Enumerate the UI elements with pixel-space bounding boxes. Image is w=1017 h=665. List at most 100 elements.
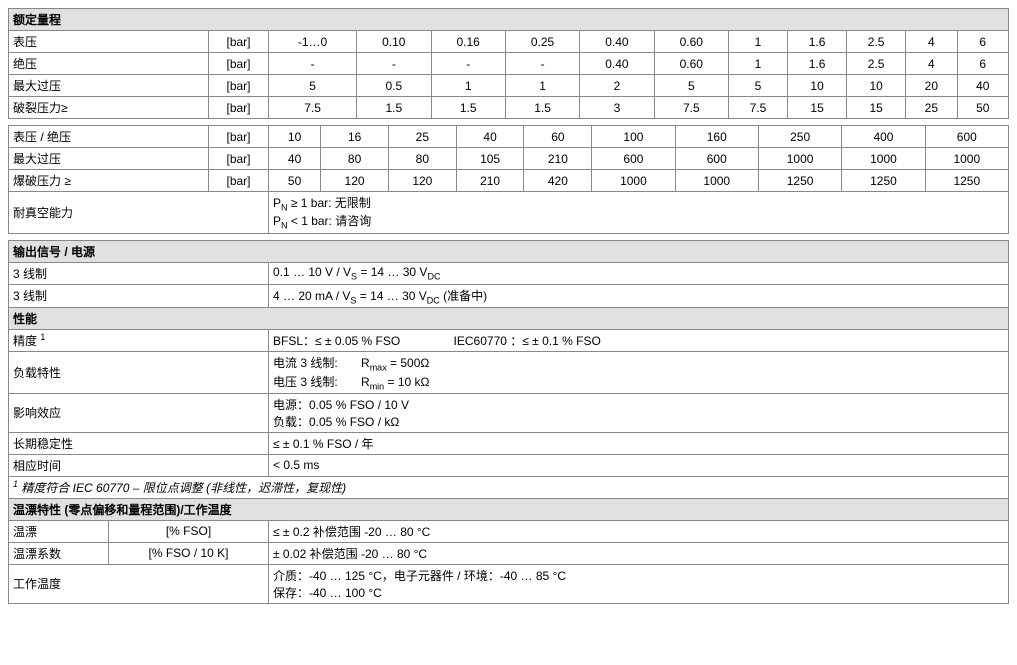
t1-r3-label: 最大过压: [9, 75, 209, 97]
perf-r1-val: BFSL：≤ ± 0.05 % FSO IEC60770 ：≤ ± 0.1 % …: [269, 330, 1009, 352]
drift-r3-val: 介质：-40 … 125 °C，电子元器件 / 环境：-40 … 85 °C 保…: [269, 564, 1009, 603]
perf-r1-label: 精度 1: [9, 330, 269, 352]
t1-r1-c8: 2.5: [847, 31, 906, 53]
t2-r3-c5: 1000: [592, 170, 675, 192]
t1-r3-c5: 5: [654, 75, 728, 97]
t1-r4-c8: 15: [847, 97, 906, 119]
t2-r2-c3: 105: [456, 148, 524, 170]
output-header: 输出信号 / 电源: [9, 240, 1009, 262]
drift-r1-val: ≤ ± 0.2 补偿范围 -20 … 80 °C: [269, 520, 1009, 542]
perf-r3-l1: 电源：0.05 % FSO / 10 V: [273, 396, 1004, 413]
perf-r5-label: 相应时间: [9, 454, 269, 476]
out-r2-label: 3 线制: [9, 284, 269, 307]
t2-r3-c7: 1250: [758, 170, 841, 192]
t1-r2-c3: -: [505, 53, 579, 75]
t1-r2-c1: -: [357, 53, 431, 75]
t1-r3-c2: 1: [431, 75, 505, 97]
t1-r3-c10: 40: [957, 75, 1008, 97]
perf-r2-val: 电流 3 线制: Rmax = 500Ω 电压 3 线制: Rmin = 10 …: [269, 352, 1009, 394]
t1-r2-c10: 6: [957, 53, 1008, 75]
t2-r1-c8: 400: [842, 126, 925, 148]
t2-r2-label: 最大过压: [9, 148, 209, 170]
t2-r2-c8: 1000: [842, 148, 925, 170]
t2-r1-c6: 160: [675, 126, 758, 148]
t2-r4-l1: PN ≥ 1 bar: 无限制: [273, 194, 1004, 212]
drift-r3-l1: 介质：-40 … 125 °C，电子元器件 / 环境：-40 … 85 °C: [273, 567, 1004, 584]
t2-r3-c0: 50: [269, 170, 321, 192]
t1-r2-c9: 4: [906, 53, 957, 75]
t2-r1-c7: 250: [758, 126, 841, 148]
t1-r4-c9: 25: [906, 97, 957, 119]
t1-r1-c9: 4: [906, 31, 957, 53]
t2-r2-unit: [bar]: [209, 148, 269, 170]
t2-r2-c1: 80: [321, 148, 389, 170]
t1-r3-unit: [bar]: [209, 75, 269, 97]
t2-r2-c4: 210: [524, 148, 592, 170]
perf-r4-label: 长期稳定性: [9, 432, 269, 454]
t2-r3-c2: 120: [388, 170, 456, 192]
t1-r1-c3: 0.25: [505, 31, 579, 53]
t1-r4-c0: 7.5: [269, 97, 357, 119]
perf-note: 1 精度符合 IEC 60770 – 限位点调整 (非线性，迟滞性，复现性): [9, 476, 1009, 498]
t2-r1-c1: 16: [321, 126, 389, 148]
t2-r2-c6: 600: [675, 148, 758, 170]
drift-header: 温漂特性 (零点偏移和量程范围)/工作温度: [9, 498, 1009, 520]
drift-r2-unit: [% FSO / 10 K]: [109, 542, 269, 564]
t2-r4-l2: PN < 1 bar: 请咨询: [273, 212, 1004, 230]
t2-r2-c9: 1000: [925, 148, 1008, 170]
t1-r4-c6: 7.5: [729, 97, 788, 119]
t1-r2-c4: 0.40: [580, 53, 654, 75]
t2-r3-unit: [bar]: [209, 170, 269, 192]
t2-r1-c2: 25: [388, 126, 456, 148]
out-r1-label: 3 线制: [9, 262, 269, 284]
t1-r1-c4: 0.40: [580, 31, 654, 53]
t2-r1-c5: 100: [592, 126, 675, 148]
t1-r4-c1: 1.5: [357, 97, 431, 119]
t1-r4-c4: 3: [580, 97, 654, 119]
perf-r2-label: 负载特性: [9, 352, 269, 394]
t1-r3-c8: 10: [847, 75, 906, 97]
perf-r3-val: 电源：0.05 % FSO / 10 V 负载：0.05 % FSO / kΩ: [269, 393, 1009, 432]
t2-r1-unit: [bar]: [209, 126, 269, 148]
t1-r2-c7: 1.6: [788, 53, 847, 75]
rated-range-header: 额定量程: [9, 9, 1009, 31]
drift-r2-label: 温漂系数: [9, 542, 109, 564]
t1-r3-c7: 10: [788, 75, 847, 97]
t2-r3-c1: 120: [321, 170, 389, 192]
perf-r3-l2: 负载：0.05 % FSO / kΩ: [273, 413, 1004, 430]
t2-r3-c6: 1000: [675, 170, 758, 192]
t1-r2-c2: -: [431, 53, 505, 75]
t2-r1-c4: 60: [524, 126, 592, 148]
out-r1-val: 0.1 … 10 V / VS = 14 … 30 VDC: [269, 262, 1009, 284]
t1-r4-unit: [bar]: [209, 97, 269, 119]
t1-r3-c1: 0.5: [357, 75, 431, 97]
drift-r3-label: 工作温度: [9, 564, 269, 603]
out-r2-val: 4 … 20 mA / VS = 14 … 30 VDC (准备中): [269, 284, 1009, 307]
output-perf-table: 输出信号 / 电源 3 线制 0.1 … 10 V / VS = 14 … 30…: [8, 240, 1009, 604]
t2-r3-c4: 420: [524, 170, 592, 192]
rated-range-table-2: 表压 / 绝压 [bar] 10 16 25 40 60 100 160 250…: [8, 125, 1009, 234]
t2-r4-val: PN ≥ 1 bar: 无限制 PN < 1 bar: 请咨询: [269, 192, 1009, 234]
t1-r4-c3: 1.5: [505, 97, 579, 119]
t2-r3-c9: 1250: [925, 170, 1008, 192]
t1-r3-c0: 5: [269, 75, 357, 97]
t1-r2-c6: 1: [729, 53, 788, 75]
perf-r5-val: < 0.5 ms: [269, 454, 1009, 476]
t2-r3-c8: 1250: [842, 170, 925, 192]
t2-r1-c0: 10: [269, 126, 321, 148]
perf-r4-val: ≤ ± 0.1 % FSO / 年: [269, 432, 1009, 454]
t2-r1-label: 表压 / 绝压: [9, 126, 209, 148]
t2-r4-label: 耐真空能力: [9, 192, 269, 234]
perf-r2-l2: 电压 3 线制: Rmin = 10 kΩ: [273, 373, 1004, 391]
t1-r3-c9: 20: [906, 75, 957, 97]
t1-r3-c3: 1: [505, 75, 579, 97]
t1-r1-label: 表压: [9, 31, 209, 53]
t2-r2-c5: 600: [592, 148, 675, 170]
t1-r1-c7: 1.6: [788, 31, 847, 53]
t2-r2-c0: 40: [269, 148, 321, 170]
t1-r3-c6: 5: [729, 75, 788, 97]
t1-r2-c0: -: [269, 53, 357, 75]
t1-r1-c2: 0.16: [431, 31, 505, 53]
perf-r3-label: 影响效应: [9, 393, 269, 432]
t1-r1-unit: [bar]: [209, 31, 269, 53]
